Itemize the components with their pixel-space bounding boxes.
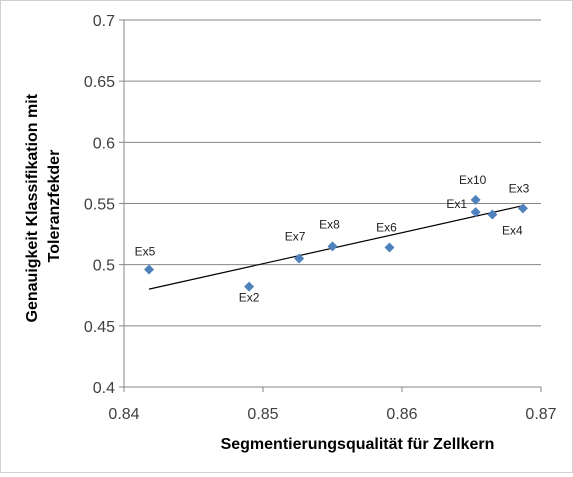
point-ex3 [517, 203, 528, 214]
point-label-ex5: Ex5 [135, 245, 156, 259]
point-ex10 [470, 194, 481, 205]
point-label-ex3: Ex3 [509, 181, 530, 195]
y-axis-title: Genauigkeit Klassifikation mit Toleranzf… [24, 90, 63, 323]
y-axis-title-line-1: Genauigkeit Klassifikation mit [24, 93, 41, 322]
point-ex2 [244, 281, 255, 292]
point-label-ex8: Ex8 [319, 217, 340, 231]
point-label-ex1: Ex1 [446, 197, 467, 211]
data-points [144, 194, 528, 292]
x-tick-label-0.85: 0.85 [247, 406, 278, 423]
point-ex4 [487, 209, 498, 220]
y-tick-label-0.55: 0.55 [84, 197, 115, 214]
point-label-ex2: Ex2 [239, 291, 260, 305]
point-ex1 [470, 207, 481, 218]
point-label-ex6: Ex6 [376, 221, 397, 235]
point-ex8 [327, 241, 338, 252]
point-labels: Ex5 Ex2 Ex7 Ex8 Ex6 Ex1 Ex10 Ex4 Ex3 [135, 173, 530, 305]
y-tick-label-0.4: 0.4 [93, 380, 115, 397]
tick-labels: 0.4 0.45 0.5 0.55 0.6 0.65 0.7 0.84 0.85 0.86 0.87 [84, 13, 557, 423]
point-ex5 [144, 264, 155, 275]
x-tick-label-0.84: 0.84 [108, 406, 139, 423]
x-tick-label-0.86: 0.86 [386, 406, 417, 423]
y-tick-label-0.6: 0.6 [93, 135, 115, 152]
x-axis-title: Segmentierungsqualität für Zellkern [221, 436, 495, 453]
point-label-ex7: Ex7 [285, 230, 306, 244]
y-axis-title-line-2: Toleranzfekder [46, 150, 63, 263]
y-tick-label-0.65: 0.65 [84, 74, 115, 91]
y-tick-label-0.7: 0.7 [93, 13, 115, 30]
point-label-ex4: Ex4 [502, 224, 523, 238]
point-label-ex10: Ex10 [459, 173, 487, 187]
axes [119, 19, 542, 392]
grid-lines [124, 19, 541, 327]
point-ex6 [384, 242, 395, 253]
x-tick-label-0.87: 0.87 [525, 406, 556, 423]
y-tick-label-0.5: 0.5 [93, 258, 115, 275]
y-tick-label-0.45: 0.45 [84, 319, 115, 336]
